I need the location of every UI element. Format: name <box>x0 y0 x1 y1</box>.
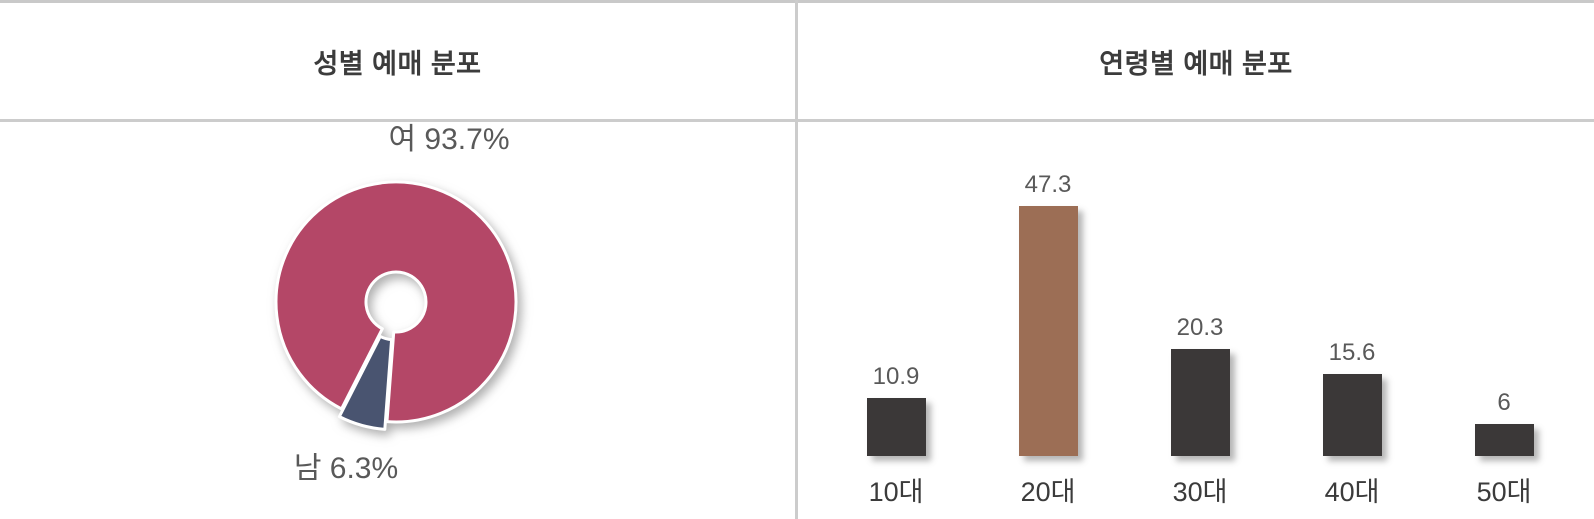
x-axis-label: 20대 <box>1020 477 1076 507</box>
x-axis-label: 40대 <box>1324 477 1380 507</box>
age-bar-column-2: 47.3 20대 <box>972 140 1124 507</box>
age-bar-4[interactable] <box>1322 373 1382 456</box>
bar-value-label: 15.6 <box>1328 338 1376 366</box>
age-bar-3[interactable] <box>1170 348 1230 456</box>
age-bar-1[interactable] <box>866 398 926 456</box>
age-bar-column-4: 15.6 40대 <box>1276 140 1428 507</box>
bar-value-label: 47.3 <box>1024 170 1072 198</box>
bar-value-label: 10.9 <box>872 363 920 391</box>
donut-slice-female[interactable] <box>274 180 518 424</box>
age-bar-2[interactable] <box>1018 205 1078 456</box>
gender-chart-title: 성별 예매 분포 <box>313 48 482 79</box>
age-chart-title: 연령별 예매 분포 <box>1099 48 1293 79</box>
x-axis-label: 10대 <box>868 477 924 507</box>
gender-panel-header: 성별 예매 분포 <box>0 3 795 119</box>
bar-value-label: 6 <box>1497 389 1511 417</box>
x-axis-label: 30대 <box>1172 477 1228 507</box>
gender-donut-chart <box>274 180 518 431</box>
donut-label-male: 남 6.3% <box>293 452 399 485</box>
age-bar-column-3: 20.3 30대 <box>1124 140 1276 507</box>
age-panel-header: 연령별 예매 분포 <box>798 3 1594 119</box>
x-axis-label: 50대 <box>1476 477 1532 507</box>
age-bar-column-5: 6 50대 <box>1428 140 1580 507</box>
bar-value-label: 20.3 <box>1176 313 1224 341</box>
donut-slice-male[interactable] <box>337 334 394 431</box>
panel-divider-line <box>795 0 798 519</box>
age-bar-column-1: 10.9 10대 <box>820 140 972 507</box>
age-bar-chart: 10.9 10대 47.3 20대 20.3 30대 15.6 40대 6 50대 <box>820 140 1580 507</box>
age-bar-5[interactable] <box>1474 424 1534 456</box>
donut-label-female: 여 93.7% <box>388 123 510 156</box>
